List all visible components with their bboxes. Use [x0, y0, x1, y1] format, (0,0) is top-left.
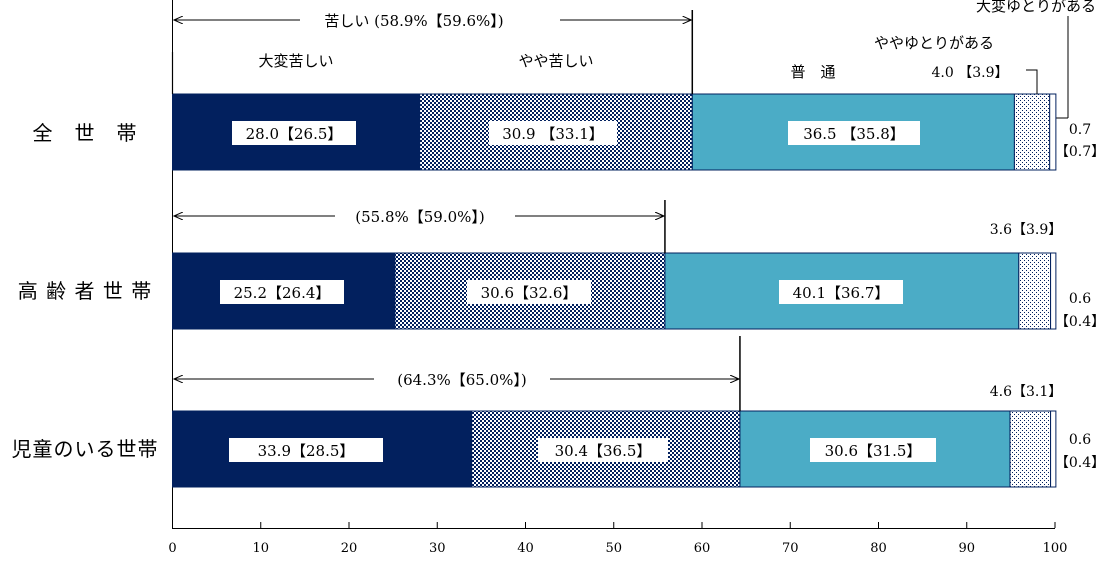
x-tick-label: 90	[958, 541, 975, 556]
data-label-box	[220, 280, 344, 304]
category-label-all: 全 世 帯	[33, 121, 138, 145]
bracket-elderly: (55.8%【59.0%】)	[174, 200, 666, 253]
data-label-box	[229, 438, 383, 462]
category-label-children: 児童のいる世帯	[12, 437, 159, 461]
data-label-very-easy-prev: 【0.4】	[1055, 314, 1105, 330]
data-label-somewhat-hard: 30.6【32.6】	[481, 284, 578, 302]
bar-segment-normal	[664, 252, 1020, 330]
data-label-very-easy: 0.6	[1069, 432, 1091, 448]
data-label-box	[489, 121, 617, 145]
category-label-elderly: 高 齢 者 世 帯	[18, 279, 152, 303]
x-tick-label: 100	[1043, 541, 1068, 556]
bar-row-all: 28.0【26.5】 30.9 【33.1】 36.5 【35.8】	[172, 93, 1057, 171]
bracket-label-children: (64.3%【65.0%】)	[397, 371, 527, 389]
data-label-box	[538, 438, 668, 462]
bar-segment-very-easy	[1050, 410, 1057, 488]
data-label-somewhat-easy: 4.0 【3.9】	[932, 65, 1009, 81]
data-label-normal: 40.1【36.7】	[793, 284, 890, 302]
data-label-box	[788, 121, 920, 145]
x-tick-label: 10	[252, 541, 269, 556]
data-label-somewhat-easy: 3.6【3.9】	[990, 222, 1063, 238]
x-tick-label: 80	[870, 541, 887, 556]
legend-label-somewhat-easy: ややゆとりがある	[874, 34, 994, 52]
data-label-box	[810, 438, 936, 462]
bar-segment-somewhat-easy	[1018, 252, 1052, 330]
bar-row-elderly: 25.2【26.4】 30.6【32.6】 40.1【36.7】	[172, 252, 1057, 330]
bar-segment-somewhat-easy	[1009, 410, 1052, 488]
bar-row-children: 33.9【28.5】 30.4【36.5】 30.6【31.5】	[172, 410, 1057, 488]
x-tick-label: 50	[605, 541, 622, 556]
data-label-box	[467, 280, 591, 304]
data-label-very-easy-prev: 【0.7】	[1055, 144, 1105, 160]
data-label-very-easy: 0.6	[1069, 291, 1091, 307]
data-label-somewhat-easy: 4.6【3.1】	[990, 384, 1063, 400]
x-tick-label: 20	[341, 541, 358, 556]
data-label-somewhat-hard: 30.9 【33.1】	[502, 125, 604, 143]
bracket-all: 苦しい (58.9%【59.6%】)	[171, 10, 694, 94]
data-label-very-easy-prev: 【0.4】	[1055, 455, 1105, 471]
data-label-normal: 36.5 【35.8】	[803, 125, 905, 143]
bracket-label-elderly: (55.8%【59.0%】)	[355, 208, 485, 226]
x-axis-ticks: 0 10 20 30 40 50 60 70 80 90 100	[168, 522, 1067, 556]
leader-somewhat-easy	[1026, 69, 1038, 94]
bracket-children: (64.3%【65.0%】)	[174, 336, 741, 411]
data-label-very-hard: 33.9【28.5】	[258, 442, 355, 460]
bar-segment-very-easy	[1050, 252, 1057, 330]
x-tick-label: 30	[429, 541, 446, 556]
data-label-very-easy: 0.7	[1069, 122, 1091, 138]
data-label-normal: 30.6【31.5】	[825, 442, 922, 460]
legend-label-very-hard: 大変苦しい	[258, 52, 333, 70]
legend-label-very-easy: 大変ゆとりがある	[976, 0, 1096, 15]
bar-segment-somewhat-easy	[1013, 93, 1051, 171]
data-label-box	[232, 121, 356, 145]
legend-label-somewhat-hard: やや苦しい	[518, 52, 593, 70]
legend-label-normal: 普 通	[790, 63, 835, 81]
data-label-very-hard: 28.0【26.5】	[246, 125, 343, 143]
data-label-very-hard: 25.2【26.4】	[234, 284, 331, 302]
data-label-somewhat-hard: 30.4【36.5】	[555, 442, 652, 460]
x-tick-label: 40	[517, 541, 534, 556]
x-tick-label: 60	[694, 541, 711, 556]
data-label-box	[779, 280, 903, 304]
x-tick-label: 0	[168, 541, 176, 556]
bar-segment-very-easy	[1049, 93, 1057, 171]
bracket-label-all: 苦しい (58.9%【59.6%】)	[324, 12, 503, 30]
x-tick-label: 70	[782, 541, 799, 556]
